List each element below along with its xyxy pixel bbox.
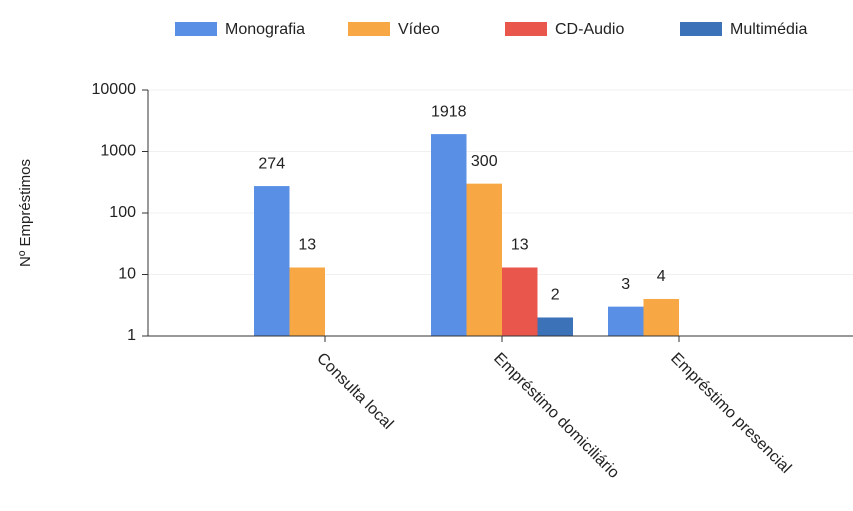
legend-label: Multimédia	[730, 21, 807, 38]
x-tick-label: Empréstimo domiciliário	[490, 350, 622, 482]
legend-label: Monografia	[225, 21, 305, 38]
x-tick-label: Empréstimo presencial	[667, 350, 794, 477]
legend-label: CD-Audio	[555, 21, 624, 38]
y-tick-label: 1000	[100, 143, 136, 160]
y-tick-label: 10	[118, 266, 136, 283]
data-label: 2	[551, 287, 560, 304]
x-tick-label: Consulta local	[313, 350, 396, 433]
data-label: 274	[258, 155, 285, 172]
legend-swatch	[680, 22, 722, 36]
y-tick-label: 1	[127, 327, 136, 344]
data-label: 4	[657, 268, 666, 285]
bar	[289, 267, 325, 336]
legend-swatch	[175, 22, 217, 36]
bar	[466, 183, 502, 336]
bar	[502, 267, 538, 336]
y-axis-label: Nº Empréstimos	[17, 159, 34, 267]
bar	[608, 306, 644, 336]
legend-label: Vídeo	[398, 21, 440, 38]
data-label: 13	[298, 237, 316, 254]
y-tick-label: 10000	[92, 81, 137, 98]
data-label: 1918	[431, 103, 467, 120]
data-label: 300	[471, 153, 498, 170]
data-label: 3	[621, 276, 630, 293]
bar	[643, 298, 679, 336]
data-label: 13	[511, 237, 529, 254]
legend-swatch	[348, 22, 390, 36]
legend-swatch	[505, 22, 547, 36]
bar	[537, 317, 573, 336]
y-tick-label: 100	[109, 204, 136, 221]
bar	[431, 134, 467, 336]
bar	[254, 186, 290, 336]
